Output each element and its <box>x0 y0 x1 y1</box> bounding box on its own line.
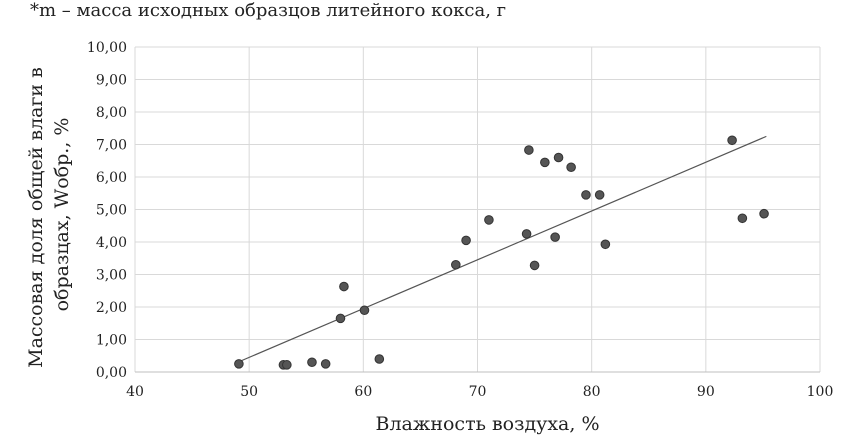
y-tick-label: 5,00 <box>96 203 127 219</box>
x-tick-label: 70 <box>469 384 487 400</box>
x-tick-label: 40 <box>126 384 144 400</box>
data-point <box>524 145 534 155</box>
x-tick-label: 100 <box>807 384 834 400</box>
data-point <box>484 215 494 225</box>
data-point <box>581 190 591 200</box>
y-axis-label-line-1: Массовая доля общей влаги в <box>25 67 47 368</box>
y-tick-label: 10,00 <box>87 40 127 56</box>
data-point <box>282 360 292 370</box>
y-axis-label-line-2: образцах, Wобр., % <box>51 118 73 312</box>
x-tick-label: 90 <box>697 384 715 400</box>
data-point <box>320 359 331 369</box>
y-tick-label: 7,00 <box>96 138 127 154</box>
data-point <box>461 235 471 246</box>
x-axis-label: Влажность воздуха, % <box>375 413 599 435</box>
y-tick-label: 2,00 <box>96 300 127 316</box>
data-point <box>339 281 349 292</box>
y-tick-label: 3,00 <box>96 268 127 284</box>
y-tick-label: 6,00 <box>96 170 127 186</box>
data-point <box>521 229 532 239</box>
data-point <box>594 190 605 200</box>
data-point <box>374 354 385 364</box>
x-tick-label: 80 <box>583 384 601 400</box>
data-point <box>553 152 564 163</box>
data-point <box>451 259 461 270</box>
x-axis-ticks: 40 50 60 70 80 90 100 <box>126 384 833 400</box>
x-tick-label: 60 <box>354 384 372 400</box>
y-tick-label: 4,00 <box>96 235 127 251</box>
data-point <box>566 162 576 173</box>
data-point <box>550 232 560 242</box>
data-point <box>234 359 244 369</box>
data-point <box>600 239 611 250</box>
data-point <box>307 357 317 368</box>
data-point <box>727 135 737 146</box>
trendline <box>237 135 767 363</box>
y-axis-label: Массовая доля общей влаги в образцах, Wо… <box>25 61 73 368</box>
data-points <box>234 135 769 370</box>
y-tick-label: 0,00 <box>96 365 127 381</box>
grid-lines <box>134 46 821 373</box>
trendline-group <box>237 135 767 363</box>
data-point <box>540 157 550 168</box>
x-tick-label: 50 <box>240 384 258 400</box>
y-tick-label: 1,00 <box>96 333 127 349</box>
data-point <box>529 260 540 271</box>
figure-note: *m – масса исходных образцов литейного к… <box>30 0 507 21</box>
data-point <box>737 213 748 224</box>
data-point <box>335 313 346 324</box>
data-point <box>359 305 370 316</box>
y-tick-label: 8,00 <box>96 105 127 121</box>
data-point <box>759 208 769 219</box>
y-tick-label: 9,00 <box>96 73 127 89</box>
y-axis-ticks: 0,00 1,00 2,00 3,00 4,00 5,00 6,00 7,00 8,00 9,00… <box>87 40 127 381</box>
